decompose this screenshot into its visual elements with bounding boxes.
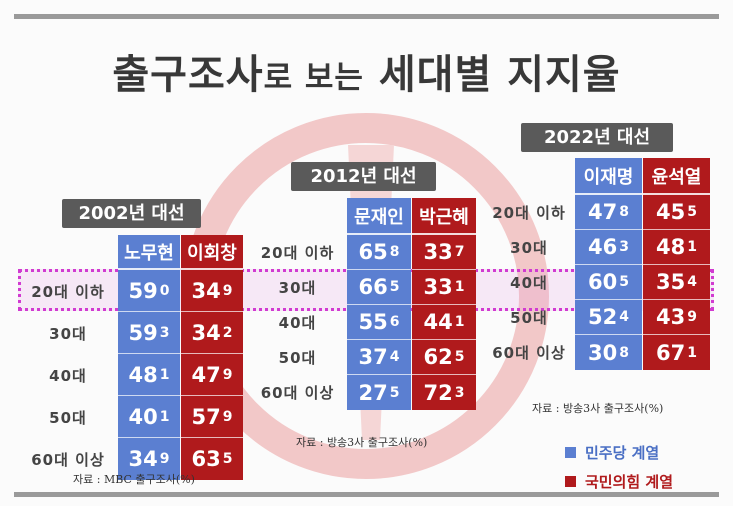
vote-share-cell: 35 4	[643, 265, 710, 300]
age-group-label: 60대 이상	[492, 344, 566, 362]
title-main-b: 로 보는	[263, 60, 364, 96]
legend-swatch	[565, 476, 576, 487]
page-title: 출구조사로 보는 세대별 지지율	[0, 42, 733, 100]
vote-share-cell: 44 1	[412, 305, 476, 340]
age-group-label: 20대 이하	[492, 204, 566, 222]
legend-item: 국민의힘 계열	[565, 471, 673, 492]
vote-share-cell: 48 1	[643, 230, 710, 265]
legend-label: 민주당 계열	[585, 444, 660, 462]
age-group-label: 50대	[49, 408, 87, 427]
age-group-label: 40대	[278, 314, 317, 332]
vote-share-cell: 34 9	[128, 447, 170, 471]
vote-share-cell: 65 8	[347, 235, 411, 270]
vote-share-cell: 55 6	[347, 305, 411, 340]
vote-share-cell: 59 0	[118, 270, 180, 312]
vote-share-cell: 33 7	[412, 235, 476, 270]
age-group-label: 30대	[49, 324, 87, 343]
vote-share-cell: 47 9	[181, 354, 243, 396]
election-year-tag: 2022년 대선	[521, 123, 673, 152]
top-rule	[14, 14, 719, 19]
vote-share-cell: 66 5	[347, 270, 411, 305]
legend-swatch	[565, 447, 576, 458]
age-group-label: 20대 이하	[31, 282, 105, 301]
legend-item: 민주당 계열	[565, 442, 659, 463]
candidate-header: 이회창	[181, 235, 243, 270]
age-group-label: 60대 이상	[260, 384, 335, 402]
age-group-label: 50대	[278, 349, 317, 367]
vote-share-cell: 30 8	[588, 340, 629, 365]
democratic-column	[118, 235, 180, 480]
election-year-tag: 2012년 대선	[291, 162, 436, 191]
vote-share-cell: 37 4	[347, 340, 411, 375]
vote-share-cell: 72 3	[423, 380, 465, 405]
title-main-a: 출구조사	[112, 52, 264, 98]
vote-share-cell: 57 9	[181, 396, 243, 438]
candidate-header: 박근혜	[412, 198, 476, 235]
vote-share-cell: 27 5	[358, 380, 400, 405]
candidate-header: 문재인	[347, 198, 411, 235]
vote-share-cell: 34 9	[181, 270, 243, 312]
vote-share-cell: 52 4	[575, 300, 642, 335]
election-year-tag: 2002년 대선	[62, 199, 201, 228]
source-note: 자료 : 방송3사 출구조사(%)	[532, 402, 664, 415]
vote-share-cell: 47 8	[575, 195, 642, 230]
vote-share-cell: 40 1	[118, 396, 180, 438]
vote-share-cell: 34 2	[181, 312, 243, 354]
vote-share-cell: 59 3	[118, 312, 180, 354]
age-group-label: 40대	[510, 274, 548, 292]
vote-share-cell: 62 5	[412, 340, 476, 375]
age-group-label: 40대	[49, 366, 87, 385]
vote-share-cell: 48 1	[118, 354, 180, 396]
vote-share-cell: 43 9	[643, 300, 710, 335]
vote-share-cell: 60 5	[575, 265, 642, 300]
candidate-header: 노무현	[118, 235, 180, 270]
age-group-label: 30대	[510, 239, 548, 257]
vote-share-cell: 46 3	[575, 230, 642, 265]
age-group-label: 20대 이하	[260, 244, 335, 262]
age-group-label: 50대	[510, 309, 548, 327]
ppp-column	[181, 235, 243, 480]
title-main-c: 세대별 지지율	[378, 52, 621, 98]
bottom-rule	[14, 492, 719, 497]
vote-share-cell: 63 5	[191, 447, 233, 471]
legend-label: 국민의힘 계열	[585, 473, 674, 491]
vote-share-cell: 33 1	[412, 270, 476, 305]
candidate-header: 이재명	[575, 158, 642, 195]
age-group-label: 60대 이상	[31, 450, 105, 469]
age-group-label: 30대	[278, 279, 317, 297]
source-note: 자료 : 방송3사 출구조사(%)	[296, 436, 428, 449]
source-note: 자료 : MBC 출구조사(%)	[73, 473, 195, 486]
vote-share-cell: 67 1	[656, 340, 697, 365]
candidate-header: 윤석열	[643, 158, 710, 195]
vote-share-cell: 45 5	[643, 195, 710, 230]
